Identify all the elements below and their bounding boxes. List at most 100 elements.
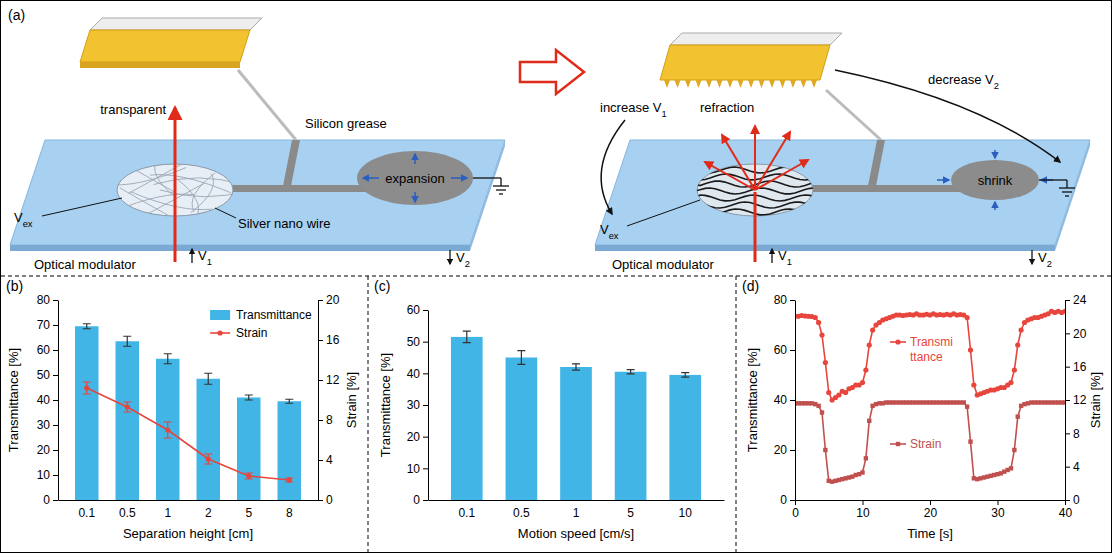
tick-mark [318,380,323,381]
tick: 8 [286,500,293,520]
background [0,0,1112,553]
tick-mark [423,468,428,469]
tick-mark [53,425,58,426]
axis-line [429,500,725,501]
marker [860,380,865,385]
refracted-beam [755,132,790,190]
tick-label: 60 [37,343,51,357]
tick-mark [53,500,58,501]
axis-line [58,301,59,501]
tick-label: 0 [1073,493,1080,507]
tick-label: 0.5 [119,506,136,520]
y2-axis: 04812162024 [1065,293,1087,507]
arrow [449,250,450,264]
frame [1,1,1112,553]
marker [971,382,976,387]
tick: 80 [774,293,795,307]
label: Silver nano wire [238,216,331,231]
label-base: V [14,210,23,225]
tick: 10 [679,500,693,520]
tick: 0.5 [513,500,530,520]
tick-mark [863,500,864,505]
tick: 12 [318,373,340,387]
tick: 10 [37,468,58,482]
tick: 0 [318,493,333,507]
tick: 20 [924,500,938,520]
separator [1,276,1111,277]
label: V1 [778,248,792,267]
label-sub: 2 [994,81,999,91]
axis-line [795,301,796,501]
label: refraction [700,100,754,115]
tick-label: 30 [991,506,1005,520]
tick-mark [423,405,428,406]
marker [823,360,828,365]
plot-data [795,309,1065,484]
series-line [795,403,1065,482]
tick: 40 [774,393,795,407]
bar [560,367,592,500]
marker [870,327,875,332]
tick-mark [423,310,428,311]
panel-label: (b) [6,278,23,294]
tick: 40 [1059,500,1073,520]
label: Optical modulator [612,257,715,272]
label: V1 [198,248,212,267]
arrow [771,249,772,263]
substrate-edge [595,245,1055,251]
tick-label: 10 [856,506,870,520]
flow-arrow [937,179,949,181]
label-base: V [198,248,207,263]
axis-title: Transmittance [%] [378,353,393,457]
nanowires [104,159,250,220]
nanowire [150,175,231,193]
tick-mark [53,375,58,376]
tick-label: 30 [37,418,51,432]
substrate [10,140,505,245]
axis-title: Motion speed [cm/s] [518,526,634,541]
electrode [80,30,250,62]
grease [951,160,1039,200]
bar [156,359,179,500]
tick-label: 80 [774,293,788,307]
tick-mark [790,450,795,451]
tick: 5 [245,500,252,520]
tick-label: 20 [924,506,938,520]
tick: 40 [407,367,428,381]
error-bar [572,364,580,370]
tick: 60 [37,343,58,357]
bar [237,398,260,501]
label-sub: 2 [1047,259,1052,269]
diagram: (a)transparentSilicon greaseexpansionVex… [8,7,1090,272]
series-line [87,388,289,480]
tick: 0.1 [458,500,475,520]
label-base: V [778,248,787,263]
label-sub: 2 [465,259,470,269]
label-base: decrease V [928,72,994,87]
label-sub: ex [609,231,619,241]
tick: 0.5 [119,500,136,520]
tick-mark [318,420,323,421]
tick: 0 [413,493,428,507]
tick-label: 24 [1073,293,1087,307]
legend-label: Strain [236,326,267,340]
tick: 20 [1065,327,1087,341]
tick-mark [790,500,795,501]
legend-marker [217,330,222,335]
label: Vex [14,210,33,229]
label-sub: 1 [661,109,666,119]
tick-label: 5 [245,506,252,520]
series-name: Strain [910,437,941,451]
label-base: increase V [600,100,662,115]
tick-label: 12 [326,373,340,387]
bar [75,326,98,500]
leader [215,208,236,218]
electrode-tip [685,80,691,88]
tick: 10 [856,500,870,520]
marker [864,456,868,460]
axis-line [318,301,319,501]
tick-mark [790,350,795,351]
axis-title: Separation height [cm] [123,526,253,541]
marker [965,315,970,320]
tick-label: 80 [37,293,51,307]
